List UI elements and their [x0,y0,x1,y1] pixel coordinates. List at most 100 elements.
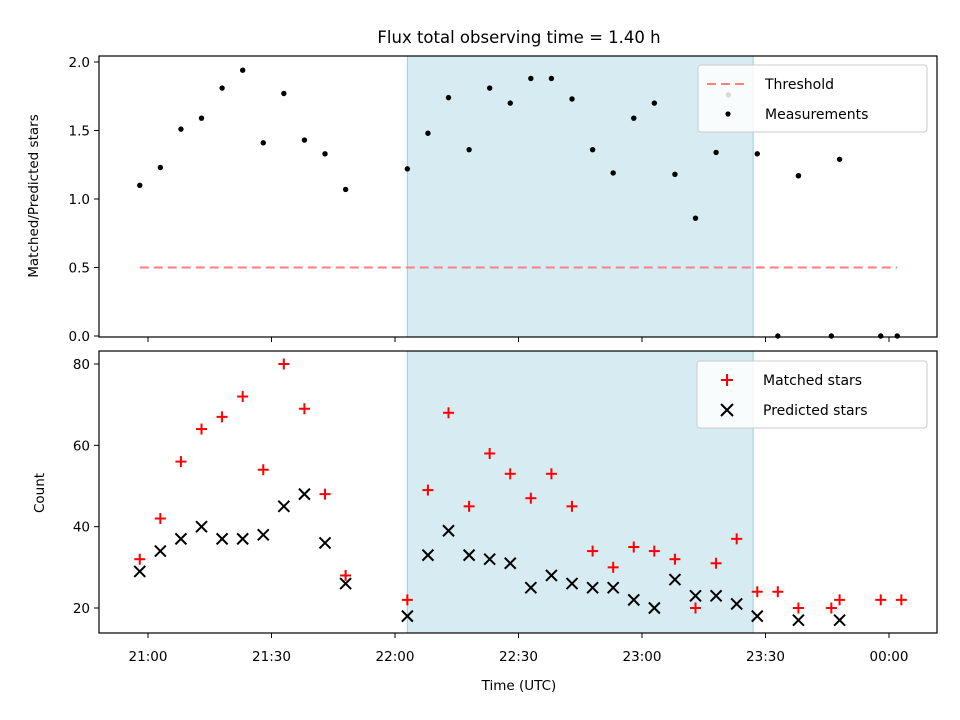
predicted-star-point [462,548,476,562]
measurement-point [775,333,781,339]
x-tick-label: 22:30 [499,649,538,665]
predicted-star-point [792,613,805,627]
matched-star-point [525,492,537,504]
bottom-y-tick-label: 20 [73,601,90,617]
measurement-point [137,182,143,188]
predicted-star-point [421,548,435,562]
predicted-star-point [483,552,496,566]
measurement-point [507,100,513,106]
x-tick-label: 21:00 [129,649,168,665]
measurement-point [301,137,308,143]
matched-star-point [751,586,763,598]
measurement-point [239,67,246,73]
matched-star-point [834,594,846,606]
top-x-axis [147,337,890,342]
matched-legend-label: Matched stars [763,373,862,389]
matched-star-point [772,586,784,598]
predicted-star-point [751,609,764,623]
measurement-point [322,151,328,157]
bottom-y-axis: 20 40 60 80 [73,357,99,617]
measurement-point [672,171,678,178]
predicted-star-point [689,589,702,603]
matched-star-point [566,500,578,512]
measurement-point [281,90,287,97]
predicted-star-point [586,581,599,594]
measurements-series [137,67,900,339]
top-y-tick-label: 0.0 [69,329,90,345]
matched-star-point [196,423,208,435]
bottom-plot-frame [98,350,938,634]
matched-star-point [298,403,310,415]
matched-stars-series [134,358,907,614]
predicted-star-point [195,520,208,533]
predicted-legend-label: Predicted stars [763,403,868,419]
matched-star-point [587,545,599,557]
predicted-star-point [133,565,146,578]
predicted-star-point [442,524,455,537]
matched-star-point [154,513,166,525]
matched-star-point [443,407,455,419]
measurement-point [404,166,411,172]
measurement-point [828,333,835,339]
matched-star-point [257,464,269,476]
measurement-point [260,140,266,146]
measurement-point [219,85,225,91]
bottom-y-tick-label: 60 [73,438,90,454]
top-legend: Threshold Measurements [697,64,928,133]
predicted-star-point [215,532,229,546]
matched-star-point [710,557,722,569]
matched-star-point [422,484,434,496]
measurement-point [651,100,658,106]
bottom-y-tick-label: 80 [73,357,90,373]
matched-star-point [319,488,331,500]
matched-star-point [875,594,887,606]
matched-star-point [825,602,837,614]
predicted-star-point [174,532,188,546]
predicted-star-point [648,601,661,615]
predicted-star-point [565,577,579,590]
measurement-point [894,333,900,339]
matched-star-point [401,594,413,606]
measurement-point [878,333,884,339]
measurement-point [548,75,555,82]
matched-star-point [237,391,249,403]
measurement-point [466,146,472,153]
matched-legend-swatch [721,374,733,386]
measurement-point [713,149,719,156]
matched-star-point [175,456,187,468]
x-tick-label: 23:30 [746,649,785,665]
x-tick-label: 23:00 [623,649,662,665]
measurement-point [754,151,760,157]
predicted-star-point [627,593,640,607]
matched-star-point [895,594,907,606]
matched-star-point [792,602,804,614]
measurement-point [486,85,493,91]
x-tick-label: 21:30 [252,649,291,665]
matched-star-point [731,533,743,545]
measurement-point [631,115,637,121]
bottom-shaded-span [406,350,754,634]
top-panel: 0.00.51.01.52.0 Matched/Predicted stars … [26,55,938,345]
x-axis-label: Time (UTC) [481,678,557,694]
matched-star-point [669,553,681,565]
measurement-point [178,126,184,132]
x-tick-label: 00:00 [870,649,909,665]
bottom-x-axis: 21:00 21:30 22:00 22:30 23:00 23:30 00:00 [129,633,909,665]
measurement-point [589,146,596,153]
predicted-star-point [339,577,352,590]
predicted-star-point [545,569,558,582]
measurement-point [569,96,575,102]
predicted-star-point [318,536,332,550]
bottom-legend: Matched stars Predicted stars [696,360,928,429]
matched-star-point [484,447,496,459]
predicted-stars-series [133,487,846,627]
top-y-tick-label: 0.5 [69,261,90,277]
bottom-y-label: Count [32,473,48,513]
predicted-star-point [709,589,723,603]
matched-star-point [607,561,619,573]
predicted-star-point [606,581,620,594]
measurement-point [836,156,843,162]
top-y-tick-label: 1.0 [69,192,90,208]
measurement-point [528,75,534,82]
